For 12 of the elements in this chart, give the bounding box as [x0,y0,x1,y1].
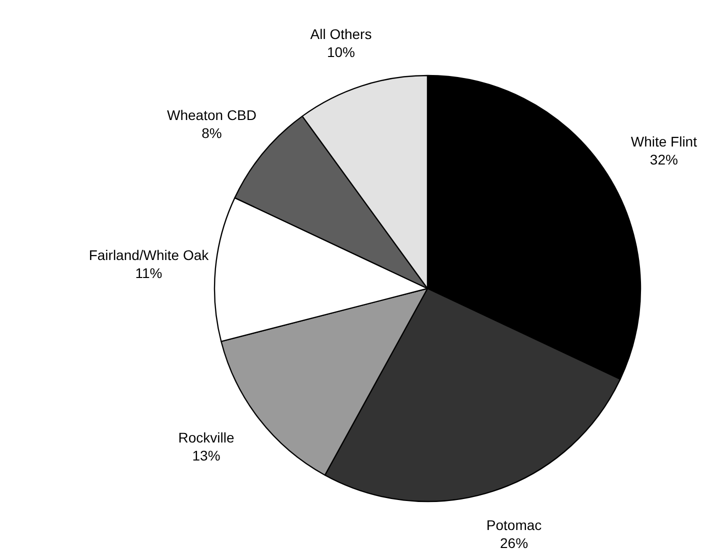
slice-label: Fairland/White Oak [88,247,210,264]
data-label: 32% [650,151,678,168]
slice-label: Rockville [178,430,234,446]
slice-label: White Flint [630,133,698,150]
slice-label: All Others [310,26,372,42]
data-label: 10% [326,44,355,60]
data-label: 13% [192,448,220,464]
data-label: 8% [202,125,222,142]
data-label: 26% [500,534,528,551]
slice-label: Potomac [486,516,542,533]
data-label: 11% [135,265,162,282]
slice-label: Wheaton CBD [167,107,256,124]
